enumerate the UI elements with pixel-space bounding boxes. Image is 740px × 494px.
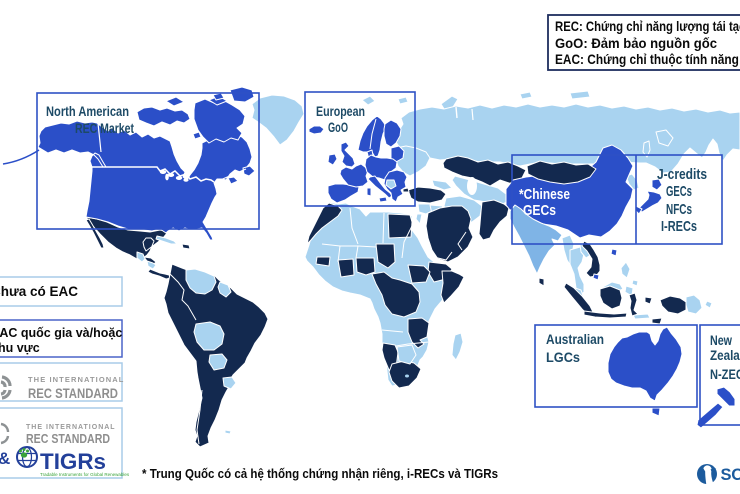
svg-text:khu vực: khu vực — [0, 341, 40, 355]
svg-text:REC STANDARD: REC STANDARD — [28, 386, 118, 401]
svg-text:I-RECs: I-RECs — [661, 218, 697, 235]
svg-text:EAC: Chứng chỉ thuộc tính năng: EAC: Chứng chỉ thuộc tính năng lượng — [555, 51, 740, 67]
svg-text:EAC quốc gia và/hoặc: EAC quốc gia và/hoặc — [0, 326, 122, 340]
svg-text:LGCs: LGCs — [546, 349, 580, 365]
svg-text:REC STANDARD: REC STANDARD — [26, 432, 110, 446]
svg-text:THE INTERNATIONAL: THE INTERNATIONAL — [26, 424, 116, 431]
svg-text:TIGRs: TIGRs — [40, 449, 106, 474]
svg-text:&: & — [0, 449, 10, 468]
svg-text:European: European — [316, 103, 365, 119]
svg-text:Australian: Australian — [546, 331, 604, 347]
svg-text:North American: North American — [46, 103, 129, 119]
svg-text:GECs: GECs — [666, 183, 692, 200]
svg-text:Tradable Instruments for Globa: Tradable Instruments for Global Renewabl… — [40, 472, 130, 477]
svg-text:Zealand: Zealand — [710, 347, 740, 363]
svg-text:SOUTH POLE: SOUTH POLE — [721, 466, 740, 484]
svg-text:REC: Chứng chỉ năng lượng tái: REC: Chứng chỉ năng lượng tái tạo — [555, 18, 740, 34]
svg-text:REC Market: REC Market — [75, 120, 134, 136]
svg-text:New: New — [710, 332, 732, 348]
svg-text:THE INTERNATIONAL: THE INTERNATIONAL — [28, 375, 124, 384]
svg-text:NFCs: NFCs — [666, 201, 692, 218]
svg-text:GoO: GoO — [328, 119, 348, 135]
svg-text:* Trung Quốc có cả hệ thống ch: * Trung Quốc có cả hệ thống chứng nhận r… — [142, 466, 498, 481]
svg-text:GoO: Đảm bảo nguồn gốc: GoO: Đảm bảo nguồn gốc — [555, 35, 717, 51]
svg-text:*Chinese: *Chinese — [519, 186, 570, 203]
svg-text:GECs: GECs — [523, 202, 556, 219]
svg-text:N-ZECs: N-ZECs — [710, 366, 740, 382]
svg-text:J-credits: J-credits — [657, 166, 707, 183]
